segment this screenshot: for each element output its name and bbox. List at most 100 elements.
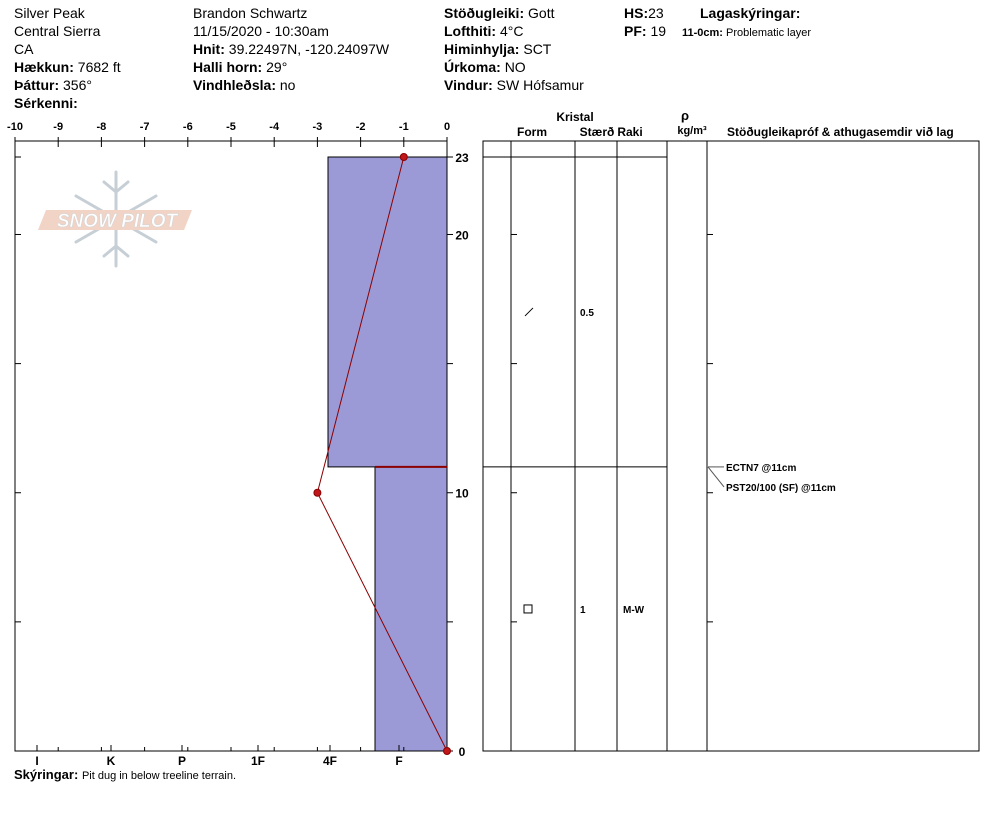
header-col-5: Lagaskýringar: 11-0cm: Problematic layer [682, 4, 811, 42]
temp-tick-label: -8 [97, 121, 107, 133]
header-col-3: Stöðugleiki: Gott Lofthiti: 4°C Himinhyl… [444, 4, 584, 94]
header-size: Stærð [580, 125, 615, 139]
temp-tick-label: -9 [53, 121, 63, 133]
header-col-1: Silver Peak Central Sierra CA Hækkun: 76… [14, 4, 121, 112]
header-moisture: Raki [617, 125, 642, 139]
layer-table: Kristal Form Stærð Raki ρ kg/m³ Stöðugle… [482, 108, 980, 752]
table-depth-ticks [483, 156, 713, 752]
mountain-range: Central Sierra [14, 23, 101, 39]
hardness-tick-label: 4F [323, 754, 337, 768]
header-rho: ρ [681, 108, 689, 123]
air-temp-label: Lofthiti: [444, 23, 497, 39]
stability-test-label: ECTN7 @11cm [726, 463, 796, 474]
layer-notes-label: Lagaskýringar: [700, 5, 801, 21]
precip-label: Úrkoma: [444, 59, 501, 75]
depth-tick-label: 0 [459, 745, 466, 759]
form-faceted-icon [523, 604, 533, 614]
stability-label: Stöðugleiki: [444, 5, 525, 21]
form-precip-particle-icon [524, 307, 534, 317]
snowpilot-watermark: SNOW PILOT [38, 170, 192, 268]
watermark-banner [38, 210, 192, 230]
aspect-row: Þáttur: 356° [14, 76, 121, 94]
temp-point [443, 747, 451, 755]
depth-tick-label: 23 [455, 151, 469, 165]
test-leader-line [707, 466, 725, 488]
hs-value: 23 [648, 5, 664, 21]
footer-notes: Skýringar: Pit dug in below treeline ter… [14, 766, 236, 785]
state: CA [14, 41, 34, 57]
temp-tick-label: -2 [356, 121, 366, 133]
wind-row: Vindur: SW Hófsamur [444, 76, 584, 94]
temp-tick-label: -3 [313, 121, 323, 133]
depth-axis: 23 20 10 0 [15, 151, 469, 759]
hardness-bar [374, 466, 448, 752]
layer-notes-row: Lagaskýringar: [682, 4, 811, 22]
wind-value: SW Hófsamur [496, 77, 584, 93]
coords-label: Hnit: [193, 41, 225, 57]
pf-value: 19 [650, 23, 667, 39]
watermark-text: SNOW PILOT [57, 211, 179, 232]
notes-label: Skýringar: [14, 767, 79, 782]
slope-value: 29° [266, 59, 288, 75]
hardness-tick-label: I [35, 754, 38, 768]
stability-value: Gott [528, 5, 555, 21]
sky-label: Himinhylja: [444, 41, 520, 57]
temp-point [313, 488, 322, 497]
pf-label: PF: [624, 23, 647, 39]
header-col-2: Brandon Schwartz 11/15/2020 - 10:30am Hn… [193, 4, 389, 94]
hardness-tick-label: K [107, 754, 116, 768]
wind-loading-value: no [279, 77, 296, 93]
temp-tick-label: -10 [7, 121, 23, 133]
layer-size: 1 [580, 605, 586, 616]
stability-row: Stöðugleiki: Gott [444, 4, 584, 22]
temp-tick-label: -1 [399, 121, 409, 133]
layer-note-depth: 11-0cm: [682, 27, 723, 39]
header-crystal: Kristal [556, 110, 593, 124]
wind-loading-row: Vindhleðsla: no [193, 76, 389, 94]
sky-value: SCT [523, 41, 552, 57]
sky-row: Himinhylja: SCT [444, 40, 584, 58]
notes-text: Pit dug in below treeline terrain. [81, 770, 237, 782]
observer-name: Brandon Schwartz [193, 5, 308, 21]
coords-row: Hnit: 39.22497N, -120.24097W [193, 40, 389, 58]
layer-moisture: M-W [623, 605, 645, 616]
header-density-unit: kg/m³ [677, 125, 707, 137]
features-label: Sérkenni: [14, 95, 78, 111]
air-temp-row: Lofthiti: 4°C [444, 22, 584, 40]
temp-tick-label: -7 [140, 121, 150, 133]
slope-row: Halli horn: 29° [193, 58, 389, 76]
elevation-row: Hækkun: 7682 ft [14, 58, 121, 76]
temp-tick-label: 0 [444, 121, 450, 133]
temperature-profile [313, 153, 451, 755]
hardness-axis: I K P 1F 4F F [14, 745, 448, 768]
temp-point [399, 153, 408, 161]
features-row: Sérkenni: [14, 94, 121, 112]
layer-table-frame [482, 140, 980, 752]
slope-label: Halli horn: [193, 59, 263, 75]
location-name: Silver Peak [14, 5, 85, 21]
header-form: Form [517, 125, 547, 139]
aspect-label: Þáttur: [14, 77, 60, 93]
hardness-tick-label: 1F [251, 754, 265, 768]
hardness-bars [327, 156, 448, 752]
observation-datetime: 11/15/2020 - 10:30am [193, 23, 329, 39]
header-tests: Stöðugleikapróf & athugasemdir við lag [727, 125, 954, 139]
pf-row: PF: 19 [624, 22, 666, 40]
wind-loading-label: Vindhleðsla: [193, 77, 276, 93]
elevation-label: Hækkun: [14, 59, 74, 75]
precip-value: NO [504, 59, 526, 75]
header-col-4: HS:23 PF: 19 [624, 4, 666, 40]
layer-note-text: Problematic layer [726, 27, 812, 39]
layer-size: 0.5 [580, 308, 594, 319]
hs-label: HS: [624, 5, 649, 21]
temp-tick-label: -5 [226, 121, 236, 133]
stability-test-label: PST20/100 (SF) @11cm [726, 483, 836, 494]
air-temp-value: 4°C [499, 23, 524, 39]
aspect-value: 356° [63, 77, 92, 93]
precip-row: Úrkoma: NO [444, 58, 584, 76]
hardness-tick-label: F [395, 754, 402, 768]
elevation-value: 7682 ft [77, 59, 121, 75]
hardness-bar [327, 156, 448, 468]
hs-row: HS:23 [624, 4, 666, 22]
